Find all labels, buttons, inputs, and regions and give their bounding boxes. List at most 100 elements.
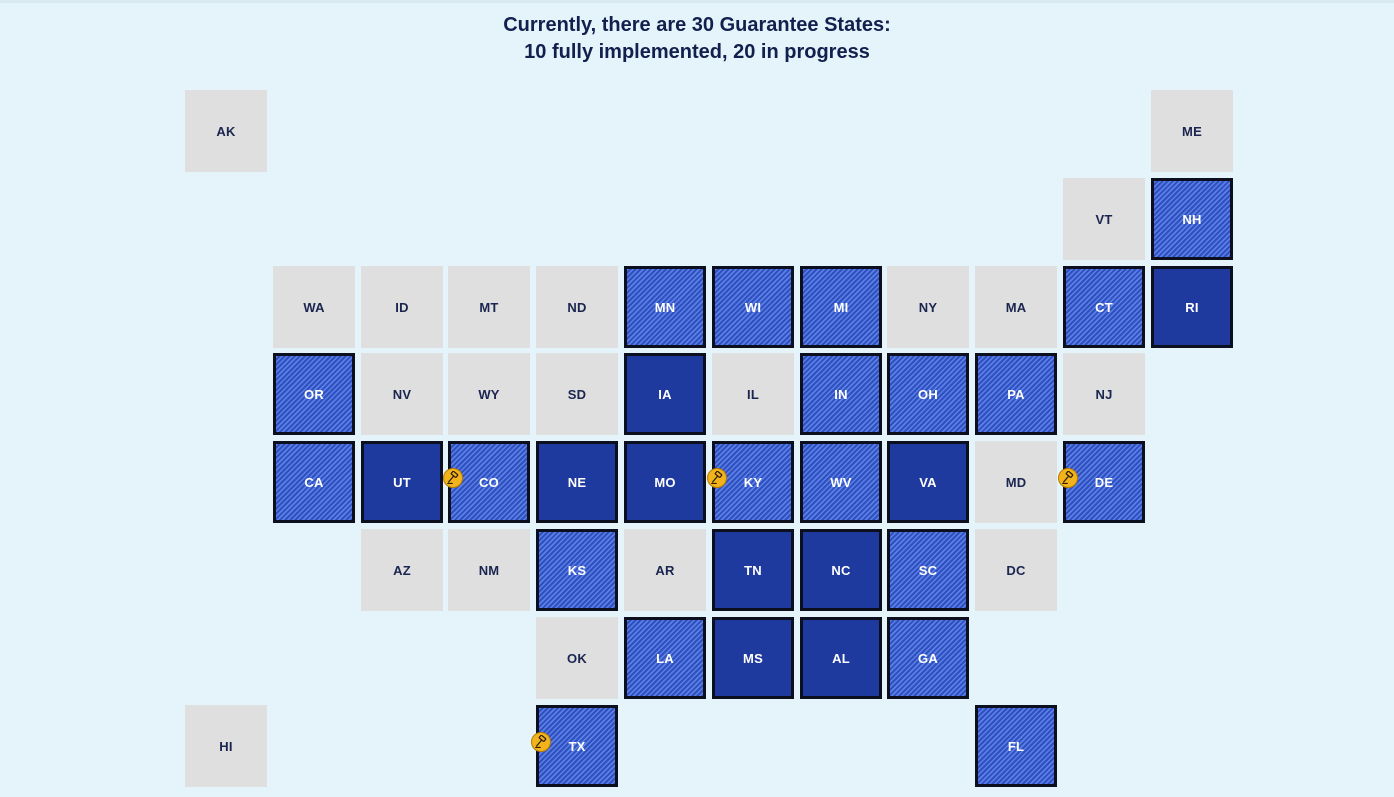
state-label: WV — [830, 474, 852, 490]
state-tile-ut[interactable]: UT — [361, 441, 443, 523]
state-tile-oh[interactable]: OH — [887, 353, 969, 435]
state-tile-id[interactable]: ID — [361, 266, 443, 348]
state-tile-nd[interactable]: ND — [536, 266, 618, 348]
state-tile-ak[interactable]: AK — [185, 90, 267, 172]
state-label: OR — [304, 386, 324, 402]
state-tile-wa[interactable]: WA — [273, 266, 355, 348]
state-tile-pa[interactable]: PA — [975, 353, 1057, 435]
state-label: MN — [654, 299, 676, 315]
state-label: NM — [478, 562, 500, 578]
state-label: CT — [1095, 299, 1113, 315]
state-label: ME — [1182, 123, 1202, 139]
state-label: FL — [1007, 738, 1025, 754]
gavel-icon — [443, 468, 463, 488]
state-label: PA — [1007, 386, 1025, 402]
state-tile-me[interactable]: ME — [1151, 90, 1233, 172]
state-tile-wv[interactable]: WV — [800, 441, 882, 523]
state-label: NV — [392, 386, 412, 402]
state-tile-nh[interactable]: NH — [1151, 178, 1233, 260]
state-tile-mn[interactable]: MN — [624, 266, 706, 348]
state-label: MA — [1005, 299, 1027, 315]
state-tile-ca[interactable]: CA — [273, 441, 355, 523]
state-label: HI — [219, 738, 233, 754]
state-label: CO — [479, 474, 499, 490]
state-tile-fl[interactable]: FL — [975, 705, 1057, 787]
state-label: NE — [567, 474, 587, 490]
state-label: ID — [395, 299, 409, 315]
state-tile-hi[interactable]: HI — [185, 705, 267, 787]
state-tile-va[interactable]: VA — [887, 441, 969, 523]
state-label: GA — [918, 650, 938, 666]
state-label: NJ — [1095, 386, 1113, 402]
state-label: IL — [747, 386, 759, 402]
title-line-1: Currently, there are 30 Guarantee States… — [503, 14, 891, 36]
state-label: UT — [393, 474, 411, 490]
state-tile-sc[interactable]: SC — [887, 529, 969, 611]
state-label: OH — [918, 386, 938, 402]
state-tile-la[interactable]: LA — [624, 617, 706, 699]
state-label: MT — [479, 299, 499, 315]
state-tile-nj[interactable]: NJ — [1063, 353, 1145, 435]
state-label: DE — [1094, 474, 1114, 490]
state-tile-nc[interactable]: NC — [800, 529, 882, 611]
gavel-icon — [531, 732, 551, 752]
state-label: KS — [567, 562, 587, 578]
state-label: OK — [567, 650, 587, 666]
state-tile-ar[interactable]: AR — [624, 529, 706, 611]
state-tile-ct[interactable]: CT — [1063, 266, 1145, 348]
state-tile-tn[interactable]: TN — [712, 529, 794, 611]
state-label: TX — [568, 738, 586, 754]
state-tile-sd[interactable]: SD — [536, 353, 618, 435]
state-tile-az[interactable]: AZ — [361, 529, 443, 611]
title-line-2: 10 fully implemented, 20 in progress — [524, 41, 870, 63]
state-tile-wi[interactable]: WI — [712, 266, 794, 348]
gavel-icon — [707, 468, 727, 488]
state-label: SC — [918, 562, 938, 578]
state-tile-wy[interactable]: WY — [448, 353, 530, 435]
state-label: IN — [834, 386, 848, 402]
state-tile-or[interactable]: OR — [273, 353, 355, 435]
state-tile-vt[interactable]: VT — [1063, 178, 1145, 260]
state-label: MD — [1005, 474, 1027, 490]
state-tile-ne[interactable]: NE — [536, 441, 618, 523]
state-label: NY — [918, 299, 938, 315]
state-tile-ia[interactable]: IA — [624, 353, 706, 435]
state-label: SD — [567, 386, 587, 402]
state-tile-nv[interactable]: NV — [361, 353, 443, 435]
state-tile-il[interactable]: IL — [712, 353, 794, 435]
state-tile-ny[interactable]: NY — [887, 266, 969, 348]
gavel-icon — [1058, 468, 1078, 488]
state-tile-in[interactable]: IN — [800, 353, 882, 435]
state-label: AK — [216, 123, 236, 139]
state-label: VT — [1095, 211, 1113, 227]
state-tile-ks[interactable]: KS — [536, 529, 618, 611]
state-tile-ma[interactable]: MA — [975, 266, 1057, 348]
state-label: AZ — [393, 562, 411, 578]
state-label: RI — [1185, 299, 1199, 315]
state-tile-ky[interactable]: KY — [712, 441, 794, 523]
state-tile-dc[interactable]: DC — [975, 529, 1057, 611]
state-tile-ok[interactable]: OK — [536, 617, 618, 699]
state-tile-ga[interactable]: GA — [887, 617, 969, 699]
state-label: ND — [567, 299, 587, 315]
state-tile-mo[interactable]: MO — [624, 441, 706, 523]
state-tile-ms[interactable]: MS — [712, 617, 794, 699]
state-tile-nm[interactable]: NM — [448, 529, 530, 611]
state-label: MS — [743, 650, 763, 666]
state-label: TN — [744, 562, 762, 578]
state-label: NC — [831, 562, 851, 578]
state-label: NH — [1182, 211, 1202, 227]
state-label: WI — [744, 299, 762, 315]
top-divider — [0, 0, 1394, 3]
state-tile-md[interactable]: MD — [975, 441, 1057, 523]
page-title: Currently, there are 30 Guarantee States… — [0, 12, 1394, 66]
state-tile-al[interactable]: AL — [800, 617, 882, 699]
state-tile-ri[interactable]: RI — [1151, 266, 1233, 348]
state-label: CA — [304, 474, 324, 490]
state-tile-mt[interactable]: MT — [448, 266, 530, 348]
state-label: IA — [658, 386, 672, 402]
state-label: AL — [832, 650, 850, 666]
state-tile-mi[interactable]: MI — [800, 266, 882, 348]
state-label: LA — [656, 650, 674, 666]
